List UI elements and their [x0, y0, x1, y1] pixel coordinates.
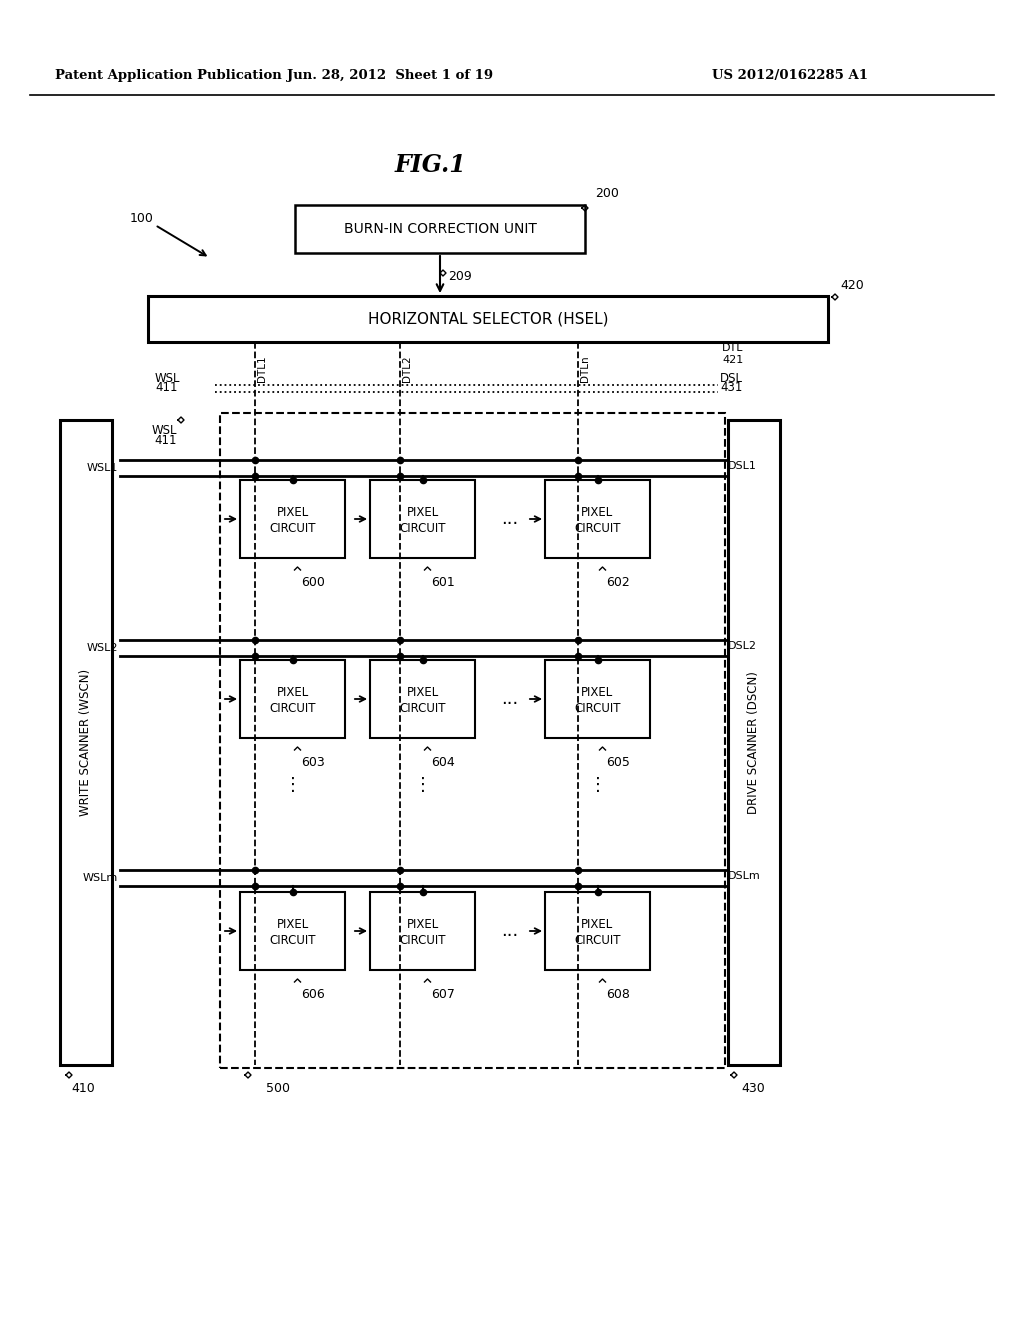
Bar [370, 660, 475, 738]
Text: PIXEL: PIXEL [582, 686, 613, 700]
Text: 410: 410 [71, 1082, 95, 1096]
Text: CIRCUIT: CIRCUIT [399, 935, 445, 948]
Text: DSL: DSL [720, 372, 743, 385]
Text: PIXEL: PIXEL [407, 507, 438, 520]
Bar [240, 892, 345, 970]
Text: CIRCUIT: CIRCUIT [269, 523, 315, 536]
Text: CIRCUIT: CIRCUIT [574, 702, 621, 715]
Text: Patent Application Publication: Patent Application Publication [55, 69, 282, 82]
Bar [370, 892, 475, 970]
Text: DTLn: DTLn [580, 355, 590, 381]
Text: PIXEL: PIXEL [276, 919, 308, 932]
Text: 430: 430 [741, 1082, 765, 1096]
Text: WSL: WSL [155, 372, 180, 385]
Text: 605: 605 [606, 755, 631, 768]
Bar [240, 480, 345, 558]
Text: PIXEL: PIXEL [407, 919, 438, 932]
Text: 601: 601 [431, 576, 456, 589]
Text: CIRCUIT: CIRCUIT [399, 702, 445, 715]
Text: CIRCUIT: CIRCUIT [574, 935, 621, 948]
Text: 411: 411 [155, 434, 177, 447]
Text: DSL2: DSL2 [728, 642, 757, 651]
Text: ⋮: ⋮ [414, 776, 431, 795]
Text: WRITE SCANNER (WSCN): WRITE SCANNER (WSCN) [80, 669, 92, 816]
Text: HORIZONTAL SELECTOR (HSEL): HORIZONTAL SELECTOR (HSEL) [368, 312, 608, 326]
Text: 604: 604 [431, 755, 456, 768]
Text: 603: 603 [301, 755, 326, 768]
Text: Jun. 28, 2012  Sheet 1 of 19: Jun. 28, 2012 Sheet 1 of 19 [287, 69, 494, 82]
Bar [295, 205, 585, 253]
Text: 209: 209 [449, 271, 472, 284]
Text: 200: 200 [595, 187, 618, 201]
Text: DSL1: DSL1 [728, 461, 757, 471]
Text: 608: 608 [606, 987, 631, 1001]
Text: 100: 100 [130, 211, 154, 224]
Text: WSLm: WSLm [83, 873, 118, 883]
Bar [220, 413, 725, 1068]
Text: 600: 600 [301, 576, 326, 589]
Text: CIRCUIT: CIRCUIT [269, 935, 315, 948]
Bar [545, 660, 650, 738]
Text: ...: ... [502, 921, 518, 940]
Text: WSL: WSL [152, 424, 177, 437]
Text: CIRCUIT: CIRCUIT [574, 523, 621, 536]
Text: WSL1: WSL1 [87, 463, 118, 473]
Text: 500: 500 [266, 1082, 290, 1096]
Text: US 2012/0162285 A1: US 2012/0162285 A1 [712, 69, 868, 82]
Text: PIXEL: PIXEL [407, 686, 438, 700]
Bar [240, 660, 345, 738]
Text: PIXEL: PIXEL [276, 686, 308, 700]
Text: 420: 420 [840, 279, 864, 292]
Text: ...: ... [502, 510, 518, 528]
Text: DTL2: DTL2 [402, 355, 412, 381]
Text: DTL: DTL [722, 343, 743, 352]
Text: PIXEL: PIXEL [582, 919, 613, 932]
Bar [728, 420, 780, 1065]
Bar [60, 420, 112, 1065]
Text: PIXEL: PIXEL [276, 507, 308, 520]
Text: BURN-IN CORRECTION UNIT: BURN-IN CORRECTION UNIT [344, 222, 537, 236]
Text: CIRCUIT: CIRCUIT [399, 523, 445, 536]
Text: FIG.1: FIG.1 [394, 153, 466, 177]
Bar [370, 480, 475, 558]
Text: 431: 431 [720, 381, 742, 393]
Text: 602: 602 [606, 576, 630, 589]
Text: CIRCUIT: CIRCUIT [269, 702, 315, 715]
Text: 421: 421 [722, 355, 743, 366]
Text: ⋮: ⋮ [589, 776, 606, 795]
Text: DTL1: DTL1 [257, 355, 267, 381]
Text: 606: 606 [301, 987, 326, 1001]
Text: ...: ... [502, 690, 518, 708]
Text: DRIVE SCANNER (DSCN): DRIVE SCANNER (DSCN) [748, 671, 761, 814]
Bar [148, 296, 828, 342]
Text: PIXEL: PIXEL [582, 507, 613, 520]
Text: ⋮: ⋮ [284, 776, 301, 795]
Bar [545, 892, 650, 970]
Text: DSLm: DSLm [728, 871, 761, 880]
Text: 607: 607 [431, 987, 456, 1001]
Text: WSL2: WSL2 [86, 643, 118, 653]
Text: 411: 411 [155, 381, 177, 393]
Bar [545, 480, 650, 558]
